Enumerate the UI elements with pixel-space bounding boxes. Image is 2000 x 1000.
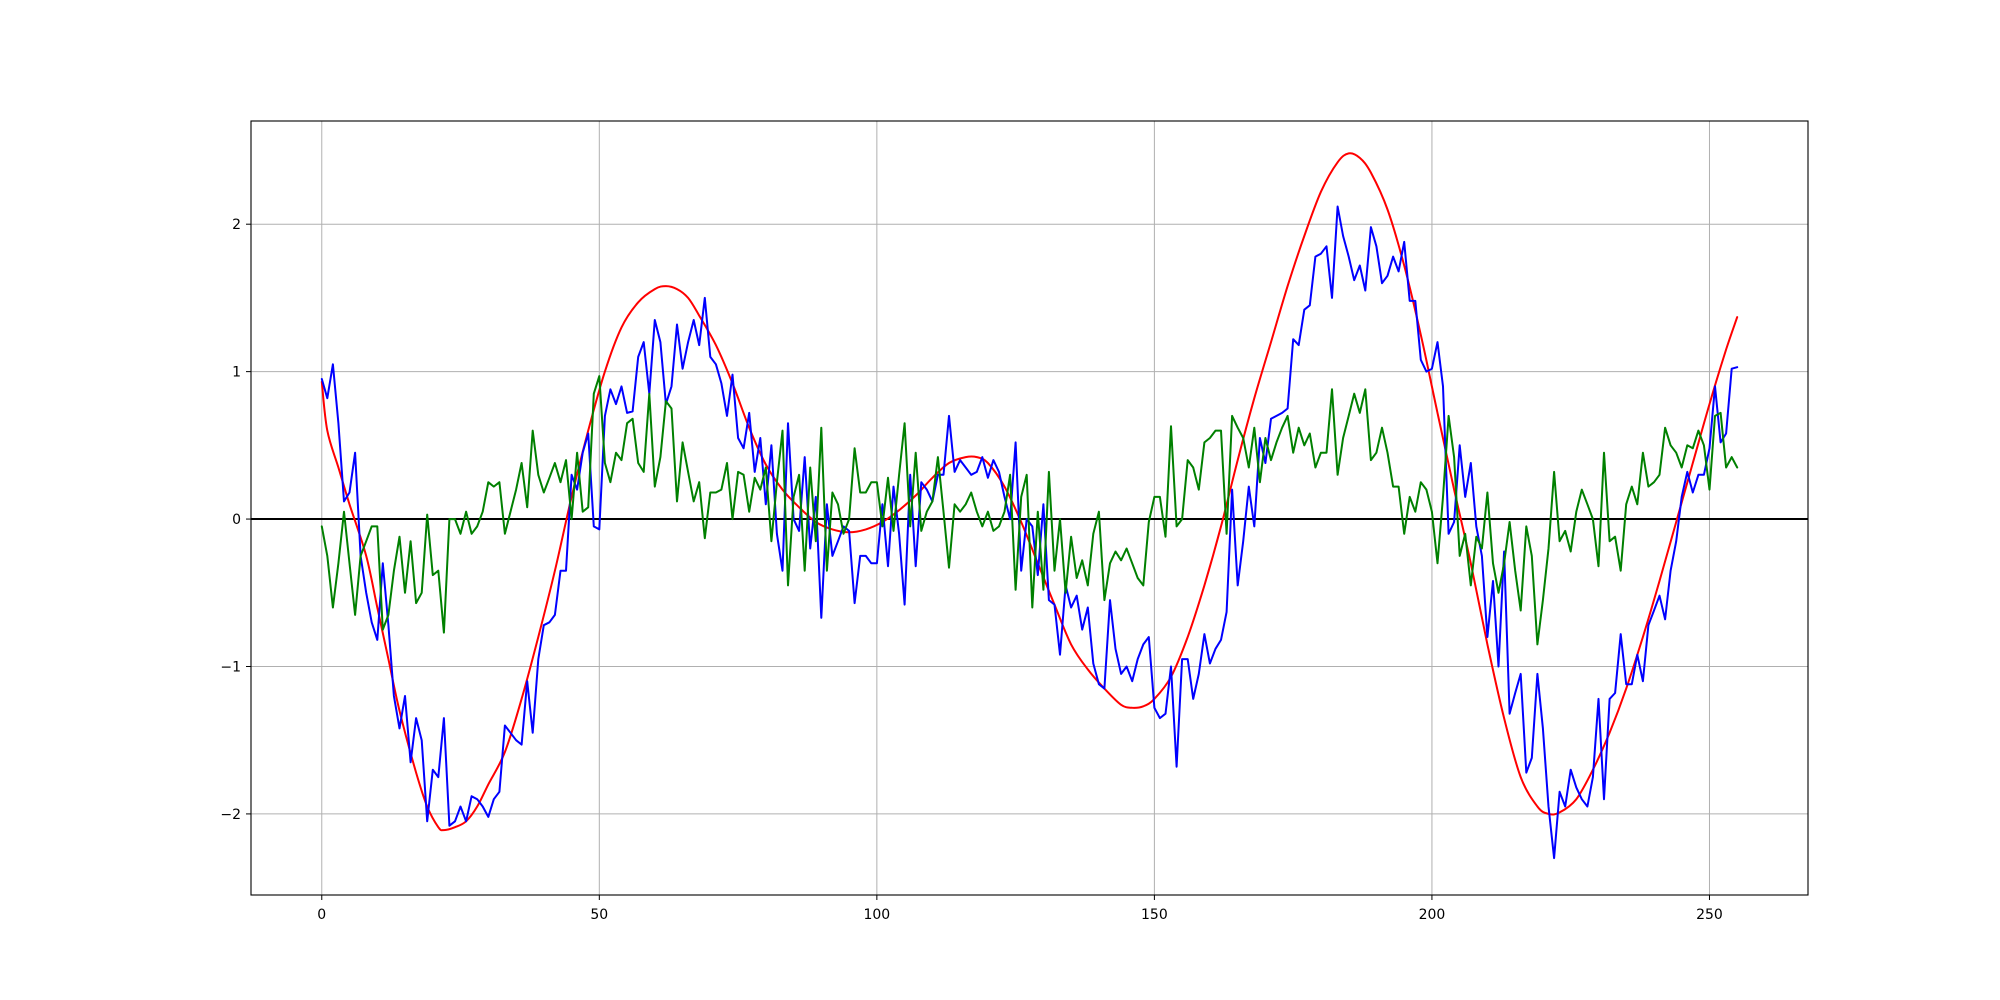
y-tick-label: 1 <box>232 365 241 381</box>
x-tick-label: 150 <box>1141 907 1168 923</box>
x-tick-label: 100 <box>863 907 890 923</box>
x-tick-label: 250 <box>1696 907 1723 923</box>
y-tick-label: −2 <box>220 807 241 823</box>
x-axis: 0 50 100 150 200 250 <box>317 895 1723 923</box>
y-axis: −2 −1 0 1 2 <box>220 217 251 823</box>
x-tick-label: 0 <box>317 907 326 923</box>
y-tick-label: 2 <box>232 217 241 233</box>
plot-area-frame <box>250 120 1809 896</box>
x-tick-label: 200 <box>1419 907 1446 923</box>
series-line-2 <box>320 375 1739 646</box>
x-tick-label: 50 <box>590 907 608 923</box>
y-tick-label: −1 <box>220 659 241 675</box>
y-tick-label: 0 <box>232 512 241 528</box>
series-group <box>320 152 1739 860</box>
